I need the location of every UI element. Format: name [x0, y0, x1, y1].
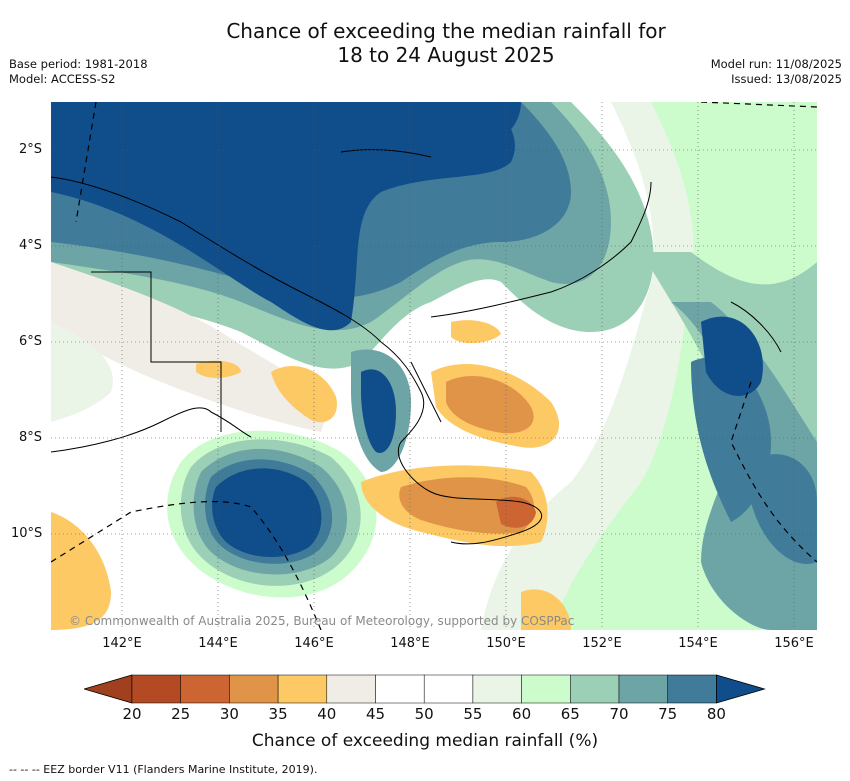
eez-border-northwest [75, 102, 97, 223]
new-ireland-coast [340, 149, 432, 158]
colorbar-segment-25-30 [180, 674, 230, 704]
rainfall-map: © Commonwealth of Australia 2025, Bureau… [51, 102, 817, 630]
colorbar-tick-label: 65 [560, 705, 580, 723]
colorbar-tick-label: 30 [219, 705, 239, 723]
colorbar-segment-35-40 [277, 674, 328, 704]
eez-border-south [51, 500, 322, 630]
zone-over-80-north [51, 102, 515, 331]
lon-label-146e: 146°E [294, 636, 334, 651]
zone-over-80-gulf [212, 468, 322, 558]
lon-label-142e: 142°E [102, 636, 142, 651]
colorbar-extend-high [716, 674, 766, 704]
lon-label-154e: 154°E [678, 636, 718, 651]
colorbar-segment-65-70 [570, 674, 620, 704]
png-indonesia-border [91, 271, 222, 432]
colorbar-tick-label: 60 [512, 705, 532, 723]
title-line-2: 18 to 24 August 2025 [337, 43, 555, 67]
lat-label-10s: 10°S [11, 526, 43, 541]
map-title: Chance of exceeding the median rainfall … [0, 19, 850, 67]
lon-label-144e: 144°E [198, 636, 238, 651]
colorbar-segment-40-45 [326, 674, 376, 704]
colorbar-tick-label: 40 [317, 705, 337, 723]
zone-35-40-west [196, 360, 241, 378]
model-name: Model: ACCESS-S2 [9, 72, 116, 86]
zone-25-30-southeast [496, 496, 536, 528]
zone-over-80-central [361, 369, 396, 453]
colorbar-segment-45-50 [375, 674, 425, 704]
gridlines [51, 102, 817, 630]
base-period: Base period: 1981-2018 [9, 57, 148, 71]
new-britain-coast [430, 181, 652, 318]
zone-35-40-south [521, 589, 571, 630]
lat-label-4s: 4°S [19, 238, 43, 253]
colorbar [84, 674, 766, 704]
colorbar-segment-55-60 [472, 674, 522, 704]
zone-35-40-southwest [51, 512, 111, 630]
lon-label-152e: 152°E [582, 636, 622, 651]
bougainville-coast [730, 301, 782, 353]
eez-borders [51, 102, 817, 630]
lat-label-6s: 6°S [19, 334, 43, 349]
meta-left: Base period: 1981-2018 Model: ACCESS-S2 [9, 57, 148, 87]
eez-border-northeast [700, 102, 817, 108]
colorbar-tick-label: 70 [609, 705, 629, 723]
lat-label-2s: 2°S [19, 142, 43, 157]
colorbar-tick-label: 25 [171, 705, 191, 723]
zone-35-40-north [451, 320, 501, 344]
lon-label-148e: 148°E [390, 636, 430, 651]
colorbar-segment-70-75 [618, 674, 668, 704]
colorbar-title: Chance of exceeding median rainfall (%) [251, 731, 599, 751]
colorbar-segment-20-25 [131, 674, 181, 704]
coastlines [51, 149, 782, 545]
title-line-1: Chance of exceeding the median rainfall … [226, 19, 666, 43]
colorbar-tick-label: 35 [268, 705, 288, 723]
colorbar-segment-75-80 [667, 674, 717, 704]
colorbar-tick-label: 45 [365, 705, 386, 723]
colorbar-segment-50-55 [423, 674, 474, 704]
zone-40-45-west [51, 262, 331, 432]
map-svg [51, 102, 817, 630]
eez-legend: -- -- -- EEZ border V11 (Flanders Marine… [9, 763, 318, 776]
lon-label-156e: 156°E [774, 636, 814, 651]
copyright-note: © Commonwealth of Australia 2025, Bureau… [69, 614, 575, 628]
meta-right: Model run: 11/08/2025 Issued: 13/08/2025 [711, 57, 842, 87]
southern-coast [51, 407, 252, 453]
colorbar-tick-label: 20 [122, 705, 142, 723]
colorbar-extend-low [84, 674, 133, 704]
colorbar-tick-label: 80 [706, 705, 726, 723]
zone-55-60-west [51, 322, 113, 422]
zone-35-40-highlands [271, 366, 337, 423]
colorbar-tick-label: 50 [414, 705, 434, 723]
zone-75-80-southeast [751, 454, 817, 564]
new-guinea-north-coast [51, 176, 543, 545]
lat-label-8s: 8°S [19, 430, 43, 445]
zone-over-80-east [701, 316, 763, 396]
huon-gulf-coast [410, 361, 442, 423]
model-run: Model run: 11/08/2025 [710, 57, 842, 71]
colorbar-tick-label: 75 [658, 705, 678, 723]
colorbar-segment-60-65 [521, 674, 571, 704]
eez-border-east [730, 381, 817, 563]
zone-over-80-bismarck [331, 102, 521, 159]
colorbar-segment-30-35 [229, 674, 279, 704]
issued-date: Issued: 13/08/2025 [731, 72, 842, 86]
zone-30-35-east-png [446, 376, 534, 434]
colorbar-tick-label: 55 [463, 705, 483, 723]
lon-label-150e: 150°E [486, 636, 526, 651]
